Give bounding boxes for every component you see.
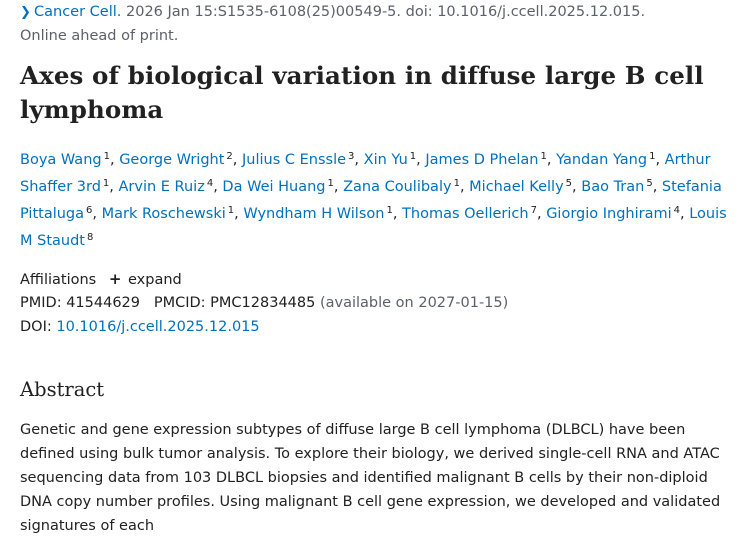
author-link[interactable]: Boya Wang [20,152,102,168]
affiliation-number[interactable]: 1 [102,178,110,189]
author-link[interactable]: Julius C Enssle [242,152,347,168]
doi-link[interactable]: 10.1016/j.ccell.2025.12.015 [56,319,260,335]
chevron-right-icon[interactable]: ❯ [20,5,31,20]
affiliation-number[interactable]: 1 [649,151,656,162]
citation-details: 2026 Jan 15:S1535-6108(25)00549-5. doi: … [121,4,646,20]
author-link[interactable]: Louis M Staudt [20,206,727,249]
author-separator: , [354,152,364,168]
author-separator: , [652,179,662,195]
affiliation-number[interactable]: 1 [103,151,110,162]
affiliation-number[interactable]: 2 [226,151,233,162]
author-link[interactable]: Mark Roschewski [101,206,226,222]
author-link[interactable]: Wyndham H Wilson [243,206,385,222]
affiliation-number[interactable]: 3 [348,151,355,162]
author-separator: , [655,152,665,168]
author-separator: , [109,179,119,195]
affiliation-number[interactable]: 4 [206,178,214,189]
author-separator: , [92,206,102,222]
affiliation-number[interactable]: 1 [409,151,417,162]
author-link[interactable]: Stefania Pittaluga [20,179,722,222]
author-link[interactable]: Da Wei Huang [222,179,326,195]
doi-row: DOI: 10.1016/j.ccell.2025.12.015 [20,315,740,339]
author-link[interactable]: Arvin E Ruiz [118,179,205,195]
ids-row: PMID: 41544629 PMCID: PMC12834485 (avail… [20,291,740,315]
author-link[interactable]: Giorgio Inghirami [546,206,672,222]
expand-label: expand [128,272,182,288]
author-link[interactable]: James D Phelan [425,152,539,168]
author-separator: , [572,179,582,195]
author-separator: , [546,152,557,168]
affiliation-number[interactable]: 1 [540,151,547,162]
affiliation-number[interactable]: 8 [86,232,94,243]
author-separator: , [333,179,344,195]
author-separator: , [232,152,243,168]
article-header: ❯ Cancer Cell. 2026 Jan 15:S1535-6108(25)… [20,0,740,538]
affiliation-number[interactable]: 5 [646,178,653,189]
affiliation-number[interactable]: 1 [386,205,393,216]
pmcid-label: PMCID: [153,295,206,311]
author-link[interactable]: Yandan Yang [556,152,648,168]
publication-status: Online ahead of print. [20,28,179,44]
plus-icon: + [108,270,122,288]
pmcid-value: PMC12834485 [210,295,316,311]
author-link[interactable]: Zana Coulibaly [343,179,452,195]
affiliation-number[interactable]: 5 [565,178,573,189]
abstract-heading: Abstract [20,378,105,401]
abstract-text: Genetic and gene expression subtypes of … [20,422,721,534]
affiliation-number[interactable]: 1 [227,205,235,216]
pmcid-availability: (available on 2027-01-15) [319,295,509,311]
author-link[interactable]: George Wright [119,152,225,168]
author-separator: , [459,179,470,195]
author-separator: , [536,206,547,222]
article-title: Axes of biological variation in diffuse … [20,61,704,124]
affiliation-number[interactable]: 1 [453,178,460,189]
affiliation-number[interactable]: 6 [86,205,93,216]
doi-label: DOI: [20,319,52,335]
author-link[interactable]: Thomas Oellerich [402,206,529,222]
citation-line: ❯ Cancer Cell. 2026 Jan 15:S1535-6108(25)… [20,0,740,24]
affiliations-label: Affiliations [20,272,97,288]
affiliation-number[interactable]: 4 [673,205,681,216]
author-separator: , [234,206,244,222]
author-link[interactable]: Arthur Shaffer 3rd [20,152,711,195]
author-link[interactable]: Michael Kelly [469,179,564,195]
author-separator: , [392,206,403,222]
affiliation-number[interactable]: 1 [327,178,334,189]
author-separator: , [416,152,426,168]
pmid-label: PMID: [20,295,62,311]
author-separator: , [680,206,690,222]
journal-link[interactable]: Cancer Cell. [34,4,122,20]
pmid-value: 41544629 [66,295,141,311]
affiliation-number[interactable]: 7 [530,205,537,216]
affiliations-expand-button[interactable]: + expand [108,270,182,288]
affiliations-row: Affiliations + expand [20,267,740,291]
author-separator: , [213,179,223,195]
author-link[interactable]: Bao Tran [581,179,645,195]
author-list: Boya Wang 1, George Wright 2, Julius C Ens… [20,145,740,253]
author-link[interactable]: Xin Yu [363,152,408,168]
author-separator: , [109,152,120,168]
